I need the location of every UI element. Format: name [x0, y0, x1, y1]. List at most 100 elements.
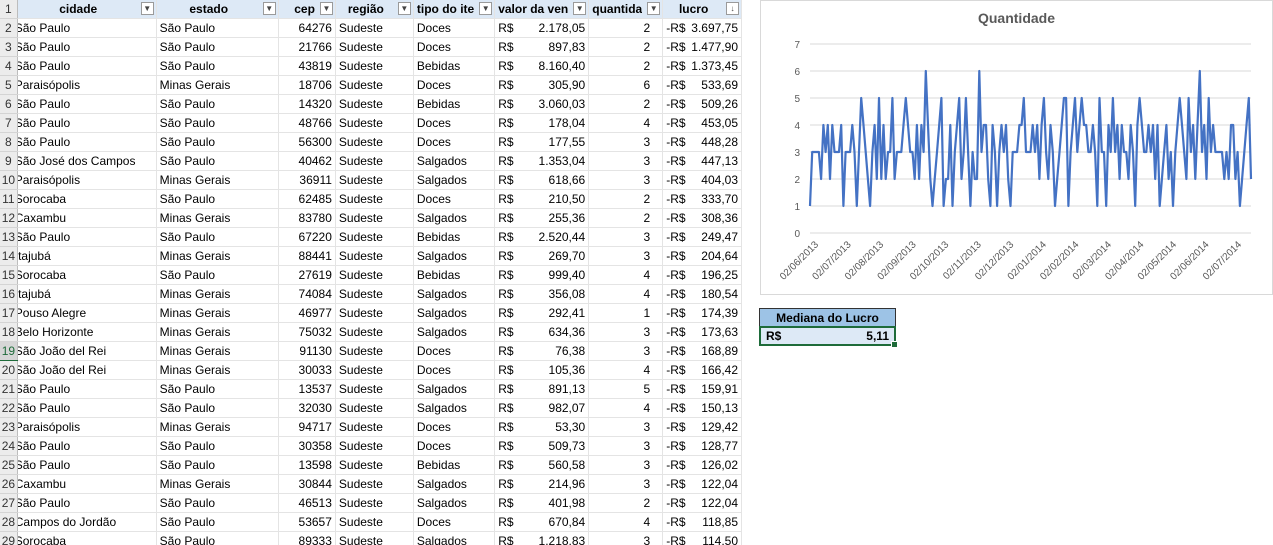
cell-qtd[interactable]: 3	[588, 531, 664, 545]
cell-valor[interactable]: R$ 982,07	[494, 398, 590, 418]
cell-tipo[interactable]: Salgados	[413, 531, 496, 545]
cell-valor[interactable]: R$ 305,90	[494, 75, 590, 95]
cell-cidade[interactable]: Belo Horizonte	[17, 322, 157, 342]
cell-regiao[interactable]: Sudeste	[335, 398, 414, 418]
cell-regiao[interactable]: Sudeste	[335, 417, 414, 437]
cell-estado[interactable]: Minas Gerais	[156, 341, 279, 361]
cell-valor[interactable]: R$ 2.520,44	[494, 227, 590, 247]
cell-qtd[interactable]: 2	[588, 493, 664, 513]
cell-estado[interactable]: São Paulo	[156, 18, 279, 38]
cell-regiao[interactable]: Sudeste	[335, 151, 414, 171]
filter-dropdown-icon[interactable]: ▼	[479, 2, 493, 15]
cell-cep[interactable]: 62485	[278, 189, 336, 209]
cell-valor[interactable]: R$ 670,84	[494, 512, 590, 532]
cell-cidade[interactable]: São Paulo	[17, 227, 157, 247]
cell-regiao[interactable]: Sudeste	[335, 94, 414, 114]
cell-lucro[interactable]: -R$ 118,85	[662, 512, 742, 532]
cell-cep[interactable]: 83780	[278, 208, 336, 228]
cell-regiao[interactable]: Sudeste	[335, 75, 414, 95]
cell-lucro[interactable]: -R$ 180,54	[662, 284, 742, 304]
cell-qtd[interactable]: 3	[588, 132, 664, 152]
filter-dropdown-icon[interactable]: ▼	[573, 2, 587, 15]
row-number[interactable]: 22	[0, 398, 18, 418]
cell-qtd[interactable]: 3	[588, 474, 664, 494]
cell-cidade[interactable]: Paraisópolis	[17, 170, 157, 190]
cell-tipo[interactable]: Bebidas	[413, 227, 496, 247]
cell-qtd[interactable]: 4	[588, 113, 664, 133]
cell-regiao[interactable]: Sudeste	[335, 436, 414, 456]
cell-qtd[interactable]: 3	[588, 322, 664, 342]
cell-cidade[interactable]: São João del Rei	[17, 360, 157, 380]
cell-tipo[interactable]: Salgados	[413, 284, 496, 304]
cell-tipo[interactable]: Salgados	[413, 303, 496, 323]
cell-regiao[interactable]: Sudeste	[335, 113, 414, 133]
cell-regiao[interactable]: Sudeste	[335, 341, 414, 361]
cell-cidade[interactable]: São José dos Campos	[17, 151, 157, 171]
cell-estado[interactable]: São Paulo	[156, 189, 279, 209]
cell-cidade[interactable]: Paraisópolis	[17, 75, 157, 95]
row-number[interactable]: 24	[0, 436, 18, 456]
cell-lucro[interactable]: -R$ 249,47	[662, 227, 742, 247]
cell-regiao[interactable]: Sudeste	[335, 474, 414, 494]
cell-tipo[interactable]: Salgados	[413, 170, 496, 190]
cell-lucro[interactable]: -R$ 448,28	[662, 132, 742, 152]
filter-dropdown-icon[interactable]: ▼	[397, 2, 411, 15]
row-number[interactable]: 9	[0, 151, 18, 171]
cell-valor[interactable]: R$ 177,55	[494, 132, 590, 152]
cell-estado[interactable]: Minas Gerais	[156, 246, 279, 266]
cell-cep[interactable]: 30358	[278, 436, 336, 456]
cell-cidade[interactable]: São Paulo	[17, 436, 157, 456]
cell-lucro[interactable]: -R$ 122,04	[662, 493, 742, 513]
cell-qtd[interactable]: 2	[588, 56, 664, 76]
cell-lucro[interactable]: -R$ 168,89	[662, 341, 742, 361]
cell-regiao[interactable]: Sudeste	[335, 132, 414, 152]
cell-cep[interactable]: 40462	[278, 151, 336, 171]
cell-tipo[interactable]: Doces	[413, 417, 496, 437]
cell-tipo[interactable]: Salgados	[413, 379, 496, 399]
cell-qtd[interactable]: 4	[588, 512, 664, 532]
cell-lucro[interactable]: -R$ 404,03	[662, 170, 742, 190]
cell-estado[interactable]: São Paulo	[156, 56, 279, 76]
cell-qtd[interactable]: 4	[588, 265, 664, 285]
cell-cidade[interactable]: Caxambu	[17, 474, 157, 494]
cell-estado[interactable]: São Paulo	[156, 94, 279, 114]
cell-regiao[interactable]: Sudeste	[335, 56, 414, 76]
cell-qtd[interactable]: 3	[588, 436, 664, 456]
cell-estado[interactable]: Minas Gerais	[156, 75, 279, 95]
cell-cidade[interactable]: São Paulo	[17, 56, 157, 76]
cell-estado[interactable]: São Paulo	[156, 151, 279, 171]
cell-qtd[interactable]: 6	[588, 75, 664, 95]
cell-valor[interactable]: R$ 2.178,05	[494, 18, 590, 38]
cell-cep[interactable]: 32030	[278, 398, 336, 418]
cell-lucro[interactable]: -R$ 196,25	[662, 265, 742, 285]
cell-lucro[interactable]: -R$ 533,69	[662, 75, 742, 95]
cell-valor[interactable]: R$ 255,36	[494, 208, 590, 228]
cell-estado[interactable]: Minas Gerais	[156, 417, 279, 437]
cell-regiao[interactable]: Sudeste	[335, 531, 414, 545]
cell-lucro[interactable]: -R$ 150,13	[662, 398, 742, 418]
cell-lucro[interactable]: -R$ 129,42	[662, 417, 742, 437]
cell-cidade[interactable]: São Paulo	[17, 398, 157, 418]
cell-estado[interactable]: São Paulo	[156, 379, 279, 399]
cell-estado[interactable]: São Paulo	[156, 512, 279, 532]
cell-estado[interactable]: Minas Gerais	[156, 284, 279, 304]
cell-regiao[interactable]: Sudeste	[335, 322, 414, 342]
cell-cidade[interactable]: Sorocaba	[17, 265, 157, 285]
cell-valor[interactable]: R$ 1.218,83	[494, 531, 590, 545]
cell-estado[interactable]: São Paulo	[156, 227, 279, 247]
cell-tipo[interactable]: Doces	[413, 189, 496, 209]
cell-valor[interactable]: R$ 891,13	[494, 379, 590, 399]
row-number[interactable]: 17	[0, 303, 18, 323]
row-number[interactable]: 20	[0, 360, 18, 380]
cell-tipo[interactable]: Bebidas	[413, 56, 496, 76]
cell-cep[interactable]: 46513	[278, 493, 336, 513]
cell-regiao[interactable]: Sudeste	[335, 189, 414, 209]
cell-qtd[interactable]: 4	[588, 360, 664, 380]
cell-tipo[interactable]: Salgados	[413, 493, 496, 513]
cell-tipo[interactable]: Salgados	[413, 398, 496, 418]
cell-qtd[interactable]: 3	[588, 417, 664, 437]
cell-cep[interactable]: 18706	[278, 75, 336, 95]
cell-cidade[interactable]: São Paulo	[17, 379, 157, 399]
cell-estado[interactable]: São Paulo	[156, 455, 279, 475]
cell-regiao[interactable]: Sudeste	[335, 18, 414, 38]
